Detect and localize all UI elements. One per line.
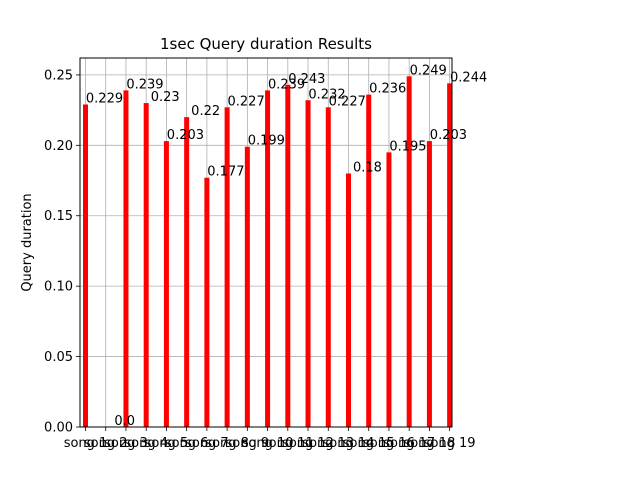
x-tick-label: song 19	[424, 436, 476, 451]
bar-value-label: 0.244	[450, 70, 487, 85]
bar	[406, 76, 412, 428]
plot-frame	[79, 57, 453, 428]
bar-value-label: 0.22	[191, 104, 220, 119]
x-tick-label: song 16	[363, 436, 415, 451]
bar	[325, 107, 331, 428]
y-tick-label: 0.20	[44, 139, 73, 154]
x-tick-label: song 12	[282, 436, 334, 451]
x-tick-label: song 14	[323, 436, 375, 451]
x-tick-label: song 9	[226, 436, 270, 451]
bar	[305, 100, 311, 428]
bar	[143, 103, 149, 428]
x-tick-label: song 1	[64, 436, 108, 451]
bar	[366, 94, 372, 428]
y-tick-label: 0.05	[44, 350, 73, 365]
y-axis-label: Query duration	[20, 193, 35, 291]
bar	[265, 90, 271, 427]
x-tick-label: song 13	[302, 436, 354, 451]
bar	[244, 146, 250, 427]
x-tick-label: song 17	[383, 436, 435, 451]
x-tick-label: song 6	[165, 436, 209, 451]
bar	[224, 107, 230, 428]
x-tick-label: song 18	[403, 436, 455, 451]
y-tick-label: 0.10	[44, 280, 73, 295]
x-tick-label: song 5	[145, 436, 189, 451]
bar-value-label: 0.239	[126, 77, 163, 92]
bar-value-label: 0.239	[268, 77, 305, 92]
bar-value-label: 0.0	[114, 414, 135, 429]
bar-value-label: 0.23	[151, 90, 180, 105]
bar	[447, 83, 453, 428]
bar-value-label: 0.229	[86, 91, 123, 106]
bar-value-label: 0.227	[329, 94, 366, 109]
value-labels-layer: 0.2290.00.2390.230.2030.220.1770.2270.19…	[86, 63, 487, 429]
bar	[386, 152, 392, 427]
x-tick-label: song 11	[262, 436, 314, 451]
bars-layer	[83, 76, 453, 428]
x-tick-label: song 10	[242, 436, 294, 451]
bar	[345, 173, 351, 427]
bar	[123, 90, 129, 427]
bar	[426, 141, 432, 428]
chart-title: 1sec Query duration Results	[160, 35, 372, 53]
bar	[163, 141, 169, 428]
bar-value-label: 0.232	[308, 87, 345, 102]
bar-value-label: 0.195	[389, 139, 426, 154]
bar-value-label: 0.177	[207, 165, 244, 180]
bar	[285, 84, 291, 427]
y-tick-label: 0.25	[44, 68, 73, 83]
bar-value-label: 0.243	[288, 72, 325, 87]
x-tick-label: song 8	[205, 436, 249, 451]
bar-value-label: 0.199	[248, 134, 285, 149]
bar	[184, 117, 190, 427]
bar-value-label: 0.18	[353, 160, 382, 175]
bar	[204, 177, 210, 427]
bar-value-label: 0.236	[369, 82, 406, 97]
x-tick-label: song 15	[343, 436, 395, 451]
x-tick-label: song 3	[104, 436, 148, 451]
x-tick-label: song 7	[185, 436, 229, 451]
x-tick-label: song 2	[84, 436, 128, 451]
x-tick-label: song 4	[124, 436, 168, 451]
y-tick-label: 0.15	[44, 209, 73, 224]
bar-value-label: 0.249	[410, 63, 447, 78]
bar-value-label: 0.227	[228, 94, 265, 109]
y-tick-label: 0.00	[44, 421, 73, 436]
bar-value-label: 0.203	[430, 128, 467, 143]
bar	[83, 104, 88, 427]
bar-value-label: 0.203	[167, 128, 204, 143]
